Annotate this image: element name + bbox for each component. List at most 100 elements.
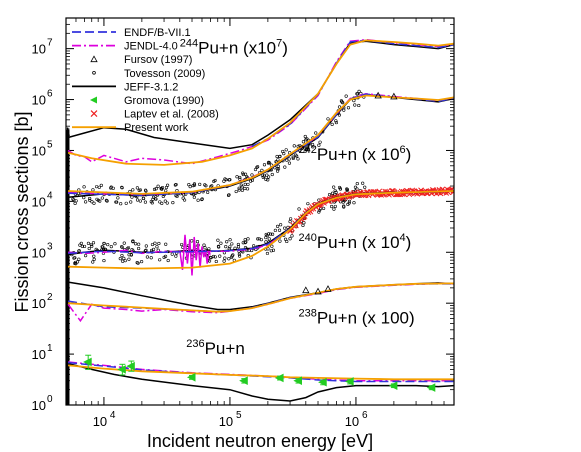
tovesson-point [119, 202, 123, 206]
tovesson-point [120, 245, 124, 249]
tovesson-point [89, 242, 93, 247]
tovesson-point [122, 256, 126, 260]
tovesson-point [257, 237, 261, 241]
tovesson-point [225, 240, 229, 244]
tovesson-point [173, 183, 177, 187]
tovesson-point [92, 257, 96, 262]
tovesson-point [292, 144, 296, 148]
tovesson-point [151, 197, 155, 201]
tovesson-point [137, 242, 141, 246]
tovesson-point [345, 187, 349, 191]
tovesson-point [246, 237, 250, 241]
tovesson-point [235, 175, 239, 179]
gromova-point [345, 377, 354, 386]
tovesson-point [120, 185, 124, 190]
tovesson-point [158, 200, 162, 204]
tovesson-point [239, 183, 243, 187]
tovesson-point [137, 246, 141, 251]
y-tick-exponent: 5 [47, 139, 53, 150]
tovesson-point [144, 244, 148, 248]
tovesson-point [91, 241, 96, 245]
isotope-label-pu236: 236Pu+n [186, 338, 245, 358]
y-tick-label: 10 [32, 398, 46, 413]
tovesson-point [165, 201, 169, 205]
tovesson-point [73, 256, 77, 260]
legend-swatch [90, 110, 98, 118]
tovesson-point [114, 200, 118, 204]
tovesson-point [217, 245, 221, 249]
tovesson-point [116, 196, 120, 200]
tovesson-point [216, 238, 220, 242]
tovesson-point [236, 242, 240, 247]
tovesson-point [75, 260, 80, 264]
tovesson-point [269, 232, 273, 236]
tovesson-point [127, 257, 131, 261]
y-tick-label: 10 [32, 296, 46, 311]
x-axis-title: Incident neutron energy [eV] [147, 431, 373, 451]
tovesson-point [99, 183, 103, 187]
gromova-point [126, 361, 135, 371]
tovesson-point [261, 175, 265, 179]
tovesson-point [342, 204, 346, 208]
series-line-pu244-jeff [67, 40, 454, 150]
tovesson-point [82, 185, 86, 189]
gromova-point [293, 376, 302, 386]
tovesson-point [303, 134, 307, 139]
series-line-pu244-endf [251, 39, 454, 148]
isotope-label-pu238: 238Pu+n (x 100) [298, 307, 414, 327]
tovesson-point [102, 258, 106, 263]
tovesson-point [334, 120, 339, 125]
tovesson-point [227, 193, 231, 197]
tovesson-point [150, 242, 155, 247]
tovesson-point [294, 153, 298, 157]
tovesson-point [284, 148, 288, 152]
tovesson-point [118, 257, 122, 261]
tovesson-point [337, 113, 342, 117]
tovesson-point [77, 257, 81, 261]
y-tick-label: 10 [32, 194, 46, 209]
tovesson-point [238, 177, 242, 181]
tovesson-point [289, 217, 293, 221]
tovesson-point [120, 253, 124, 258]
tovesson-point [127, 253, 131, 257]
tovesson-point [222, 259, 226, 263]
tovesson-point [97, 185, 101, 189]
y-tick-exponent: 4 [47, 190, 53, 201]
tovesson-point [269, 249, 273, 253]
tovesson-point [226, 193, 231, 197]
tovesson-point [265, 251, 270, 256]
tovesson-point [91, 260, 95, 264]
tovesson-point [159, 187, 164, 191]
tovesson-point [96, 198, 100, 202]
gromova-point [388, 381, 398, 390]
tovesson-point [256, 165, 260, 169]
plot-area [66, 18, 454, 405]
legend-label: JEFF-3.1.2 [124, 81, 178, 93]
tovesson-point [330, 204, 334, 209]
fursov-point [374, 91, 382, 99]
tovesson-point [80, 244, 85, 248]
tovesson-point [109, 245, 113, 249]
tovesson-point [212, 179, 216, 183]
x-tick-exponent: 6 [362, 410, 368, 421]
tovesson-point [334, 190, 338, 194]
tovesson-point [282, 152, 286, 156]
fursov-point [314, 287, 322, 295]
tovesson-point [301, 140, 306, 144]
tovesson-point [332, 207, 336, 211]
tovesson-point [133, 242, 138, 246]
tovesson-point [153, 241, 157, 245]
isotope-label-pu242: 242Pu+n (x 106) [298, 144, 411, 164]
tovesson-point [264, 235, 268, 240]
tovesson-point [106, 242, 110, 247]
tovesson-point [100, 196, 104, 200]
gromova-point [426, 383, 436, 392]
tovesson-point [83, 254, 88, 258]
tovesson-point [120, 245, 124, 249]
tovesson-point [171, 201, 175, 205]
tovesson-point [276, 158, 280, 162]
tovesson-point [129, 252, 133, 257]
y-tick-exponent: 1 [47, 343, 53, 354]
tovesson-point [140, 259, 144, 264]
